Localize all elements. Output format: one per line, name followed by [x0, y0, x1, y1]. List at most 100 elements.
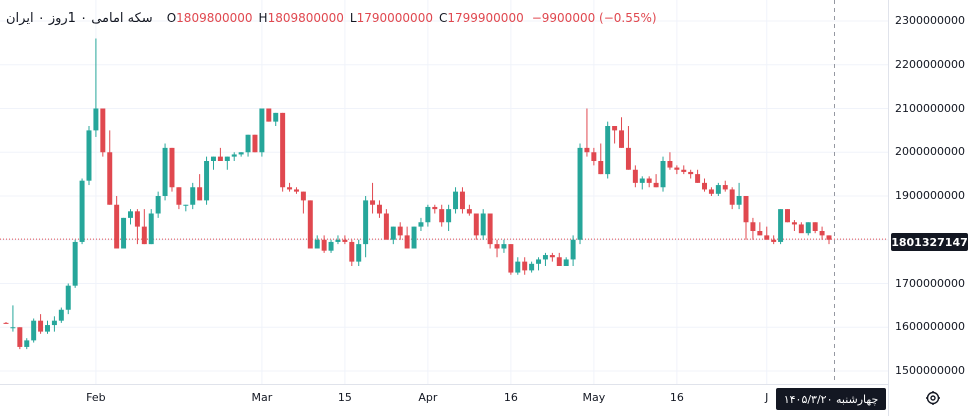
candle-body [819, 231, 825, 236]
candle-body [397, 226, 403, 236]
candle-body [598, 161, 604, 175]
candle-body [245, 134, 251, 153]
candle-body [183, 204, 189, 206]
change-value: −9900000 (−0.55%) [531, 11, 657, 25]
candle-body [715, 185, 721, 194]
candle-body [321, 239, 327, 251]
candle-body [93, 108, 99, 131]
candle-body [134, 211, 140, 227]
time-tick-label: 16 [503, 391, 518, 404]
candle-body [349, 241, 355, 262]
candle-body [162, 147, 168, 196]
candle-body [570, 239, 576, 260]
gear-icon[interactable] [922, 387, 944, 409]
candle-body [356, 244, 362, 262]
candle-body [605, 126, 611, 175]
open-value: 1809800000 [176, 11, 253, 25]
candle-body [3, 322, 9, 324]
candle-body [722, 185, 728, 190]
high-value: 1809800000 [267, 11, 344, 25]
candle-body [466, 209, 472, 214]
candle-body [549, 255, 555, 258]
candle-body [750, 222, 756, 231]
candle-body [411, 226, 417, 249]
candle-body [584, 147, 590, 153]
candle-body [280, 112, 286, 188]
candle-body [529, 263, 535, 271]
candle-body [612, 126, 618, 131]
candle-body [383, 213, 389, 240]
candle-body [425, 206, 431, 223]
candle-body [771, 239, 777, 242]
candle-body [363, 200, 369, 245]
candle-body [653, 182, 659, 188]
candle-body [273, 112, 279, 122]
price-tick-label: 1500000000 [895, 364, 965, 377]
candle-body [487, 213, 493, 245]
candle-body [798, 224, 804, 234]
candle-body [473, 213, 479, 236]
candle-body [252, 134, 258, 153]
candle-body [79, 180, 85, 242]
open-label: O [166, 11, 177, 25]
candle-body [826, 235, 832, 240]
candle-body [342, 239, 348, 242]
candle-body [681, 169, 687, 172]
candle-body [791, 222, 797, 225]
low-label: L [349, 11, 357, 25]
candle-body [708, 189, 714, 194]
candle-body [501, 244, 507, 249]
candle-body [556, 257, 562, 266]
candle-body [127, 211, 133, 218]
candle-body [764, 235, 770, 240]
candle-body [300, 191, 306, 201]
price-tick-label: 1900000000 [895, 189, 965, 202]
candle-body [176, 187, 182, 205]
candle-body [231, 154, 237, 157]
symbol-title[interactable]: سکه امامی ۰ 1روز ۰ ایران [6, 10, 153, 26]
candle-body [376, 204, 382, 214]
candle-body [508, 244, 514, 273]
candle-body [688, 171, 694, 175]
time-tick-label: Apr [418, 391, 438, 404]
candle-body [86, 130, 92, 181]
candle-body [432, 206, 438, 210]
candle-body [453, 191, 459, 210]
time-tick-label: 15 [337, 391, 352, 404]
high-label: H [258, 11, 268, 25]
candle-body [695, 174, 701, 183]
candle-body [702, 182, 708, 190]
candle-body [743, 196, 749, 223]
candle-body [293, 189, 299, 192]
price-tick-label: 1700000000 [895, 276, 965, 290]
candle-body [10, 327, 16, 329]
candle-body [404, 235, 410, 249]
price-tick-label: 2200000000 [895, 57, 965, 71]
candle-body [210, 156, 216, 161]
candle-body [591, 152, 597, 161]
candle-body [812, 222, 818, 231]
candle-body [418, 222, 424, 227]
candle-body [536, 259, 542, 264]
price-tick-label: 1600000000 [895, 320, 965, 334]
candle-body [446, 209, 452, 223]
candle-body [114, 204, 120, 249]
candle-body [17, 327, 23, 347]
candle-body [72, 241, 78, 286]
cursor-date-label: چهارشنبه ۱۴۰۵/۳/۲۰ [776, 388, 886, 410]
candle-body [38, 320, 44, 332]
candle-body [287, 187, 293, 190]
candle-body [563, 259, 569, 266]
candle-body [736, 196, 742, 205]
candle-body [314, 239, 320, 249]
candle-body [370, 200, 376, 205]
candle-body [155, 196, 161, 214]
price-tick-label: 2000000000 [895, 145, 965, 159]
candle-body [204, 161, 210, 201]
candle-body [805, 222, 811, 234]
close-label: C [438, 11, 448, 25]
candle-body [65, 285, 71, 310]
candle-body [24, 340, 30, 347]
